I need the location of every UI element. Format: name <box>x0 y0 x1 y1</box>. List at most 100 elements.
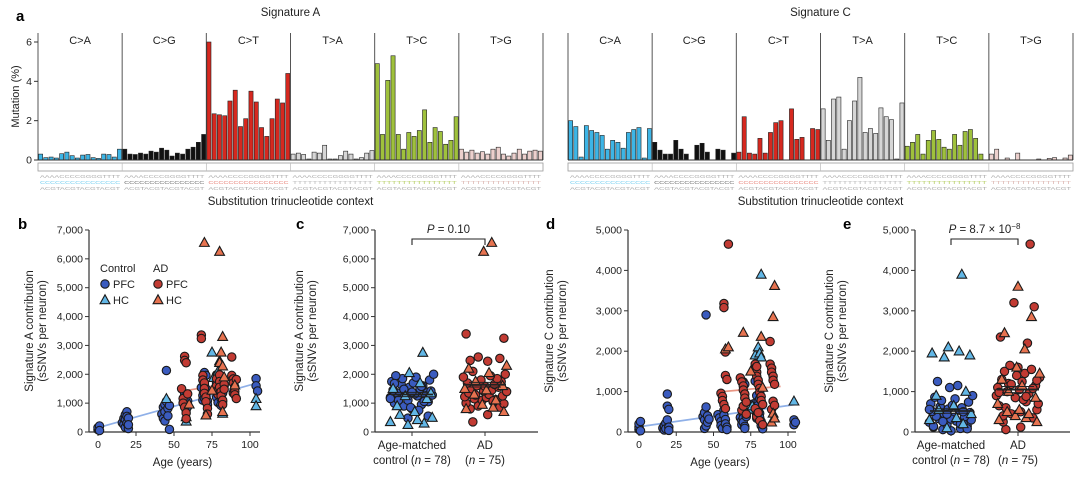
svg-text:TTTTTTTTTTTTTTTT: TTTTTTTTTTTTTTTT <box>991 180 1072 185</box>
svg-text:ACGTACGTACGTACGT: ACGTACGTACGTACGT <box>40 186 121 191</box>
svg-text:75: 75 <box>206 439 218 451</box>
svg-text:2: 2 <box>26 115 32 127</box>
svg-text:0: 0 <box>636 439 642 451</box>
svg-text:Age (years): Age (years) <box>153 457 213 469</box>
svg-text:100: 100 <box>779 439 797 451</box>
svg-text:PFC: PFC <box>166 279 188 291</box>
svg-text:TTTTTTTTTTTTTTTT: TTTTTTTTTTTTTTTT <box>823 180 904 185</box>
svg-text:1,000: 1,000 <box>343 398 369 410</box>
svg-text:75: 75 <box>745 439 757 451</box>
svg-text:CCCCCCCCCCCCCCCC: CCCCCCCCCCCCCCCC <box>124 180 205 185</box>
svg-text:5,000: 5,000 <box>596 225 622 237</box>
svg-text:T>A: T>A <box>852 35 873 47</box>
svg-text:0: 0 <box>26 155 32 167</box>
svg-text:T>A: T>A <box>322 35 343 47</box>
svg-text:0: 0 <box>77 427 83 439</box>
svg-text:4,000: 4,000 <box>57 311 83 323</box>
svg-text:6,000: 6,000 <box>57 253 83 265</box>
panel-letter-d: d <box>546 216 556 233</box>
panel-letter-e: e <box>843 216 852 233</box>
svg-text:AD: AD <box>1010 440 1026 452</box>
panel-letter-c: c <box>296 216 305 233</box>
svg-text:ACGTACGTACGTACGT: ACGTACGTACGTACGT <box>208 186 289 191</box>
svg-text:ACGTACGTACGTACGT: ACGTACGTACGTACGT <box>124 186 205 191</box>
svg-text:4,000: 4,000 <box>343 311 369 323</box>
svg-text:PFC: PFC <box>113 279 135 291</box>
svg-text:ACGTACGTACGTACGT: ACGTACGTACGTACGT <box>654 186 735 191</box>
svg-text:(n = 75): (n = 75) <box>998 455 1038 467</box>
svg-text:3,000: 3,000 <box>883 305 909 317</box>
svg-text:Age-matched: Age-matched <box>378 440 446 452</box>
svg-text:C>A: C>A <box>599 35 621 47</box>
svg-text:control (n = 78): control (n = 78) <box>912 455 990 467</box>
svg-text:4,000: 4,000 <box>596 265 622 277</box>
svg-text:T>G: T>G <box>1020 35 1042 47</box>
svg-text:HC: HC <box>113 295 129 307</box>
svg-text:1,000: 1,000 <box>596 386 622 398</box>
svg-text:7,000: 7,000 <box>57 224 83 236</box>
svg-text:C>T: C>T <box>238 35 259 47</box>
signature-a-bar-chart: Signature A C>A C>G C>T T>A T>C T>G 0 2 4 6 Mutatio… <box>10 7 544 208</box>
svg-text:(sSNVs per neuron): (sSNVs per neuron) <box>307 280 319 382</box>
svg-text:6,000: 6,000 <box>343 253 369 265</box>
svg-text:T>C: T>C <box>936 35 957 47</box>
svg-text:AAAACCCCGGGGTTTT: AAAACCCCGGGGTTTT <box>570 174 651 179</box>
svg-text:50: 50 <box>168 439 180 451</box>
svg-text:(sSNVs per neuron): (sSNVs per neuron) <box>37 280 49 382</box>
svg-text:Substitution trinucleotide con: Substitution trinucleotide context <box>208 196 374 208</box>
svg-text:AAAACCCCGGGGTTTT: AAAACCCCGGGGTTTT <box>654 174 735 179</box>
svg-text:5,000: 5,000 <box>343 282 369 294</box>
svg-text:AD: AD <box>153 263 168 275</box>
svg-text:ACGTACGTACGTACGT: ACGTACGTACGTACGT <box>907 186 988 191</box>
svg-text:T>C: T>C <box>406 35 427 47</box>
svg-text:Age-matched: Age-matched <box>917 440 985 452</box>
svg-text:(n = 75): (n = 75) <box>465 455 505 467</box>
svg-text:AAAACCCCGGGGTTTT: AAAACCCCGGGGTTTT <box>208 174 289 179</box>
svg-text:3,000: 3,000 <box>596 305 622 317</box>
panel-c-swarm-chart: 0 1,000 2,000 3,000 4,000 5,000 6,000 7,000 Sign… <box>294 224 538 467</box>
svg-text:ACGTACGTACGTACGT: ACGTACGTACGTACGT <box>377 186 458 191</box>
svg-text:AAAACCCCGGGGTTTT: AAAACCCCGGGGTTTT <box>738 174 819 179</box>
svg-text:5,000: 5,000 <box>883 225 909 237</box>
svg-text:Signature C: Signature C <box>790 7 851 19</box>
svg-text:6: 6 <box>26 37 32 49</box>
svg-text:ACGTACGTACGTACGT: ACGTACGTACGTACGT <box>293 186 374 191</box>
svg-text:ACGTACGTACGTACGT: ACGTACGTACGTACGT <box>461 186 542 191</box>
svg-text:P = 8.7 × 10−8: P = 8.7 × 10−8 <box>949 222 1021 236</box>
svg-text:50: 50 <box>708 439 720 451</box>
svg-text:AAAACCCCGGGGTTTT: AAAACCCCGGGGTTTT <box>124 174 205 179</box>
svg-text:4,000: 4,000 <box>883 265 909 277</box>
svg-text:1,000: 1,000 <box>57 398 83 410</box>
signature-c-bar-chart: Signature C C>A C>G C>T T>A T>C T>G AAAACCCCGGG… <box>567 7 1074 208</box>
svg-text:0: 0 <box>903 427 909 439</box>
svg-text:ACGTACGTACGTACGT: ACGTACGTACGTACGT <box>738 186 819 191</box>
svg-text:C>G: C>G <box>683 35 706 47</box>
svg-text:Control: Control <box>100 263 135 275</box>
svg-text:(sSNVs per neuron): (sSNVs per neuron) <box>837 280 849 382</box>
svg-text:CCCCCCCCCCCCCCCC: CCCCCCCCCCCCCCCC <box>40 180 121 185</box>
svg-text:2,000: 2,000 <box>57 369 83 381</box>
svg-text:Mutation (%): Mutation (%) <box>10 65 22 127</box>
svg-text:TTTTTTTTTTTTTTTT: TTTTTTTTTTTTTTTT <box>377 180 458 185</box>
svg-text:ACGTACGTACGTACGT: ACGTACGTACGTACGT <box>823 186 904 191</box>
panel-b-scatter-chart: 0 1,000 2,000 3,000 4,000 5,000 6,000 7,000 0 25 5… <box>24 224 263 469</box>
svg-text:Signature A contribution: Signature A contribution <box>24 270 36 391</box>
panel-letter-a: a <box>16 8 25 25</box>
svg-text:Signature A contribution: Signature A contribution <box>294 270 306 391</box>
panel-d-scatter-chart: 0 1,000 2,000 3,000 4,000 5,000 0 25 50 75 100 Sign… <box>544 225 801 469</box>
svg-text:1,000: 1,000 <box>883 386 909 398</box>
svg-text:CCCCCCCCCCCCCCCC: CCCCCCCCCCCCCCCC <box>654 180 735 185</box>
svg-text:100: 100 <box>241 439 259 451</box>
svg-text:AAAACCCCGGGGTTTT: AAAACCCCGGGGTTTT <box>907 174 988 179</box>
svg-text:CCCCCCCCCCCCCCCC: CCCCCCCCCCCCCCCC <box>738 180 819 185</box>
svg-text:ACGTACGTACGTACGT: ACGTACGTACGTACGT <box>991 186 1072 191</box>
svg-text:25: 25 <box>670 439 682 451</box>
svg-text:0: 0 <box>363 427 369 439</box>
panel-letter-b: b <box>18 216 28 233</box>
svg-text:AAAACCCCGGGGTTTT: AAAACCCCGGGGTTTT <box>461 174 542 179</box>
svg-text:TTTTTTTTTTTTTTTT: TTTTTTTTTTTTTTTT <box>907 180 988 185</box>
svg-text:4: 4 <box>26 76 32 88</box>
svg-text:3,000: 3,000 <box>57 340 83 352</box>
svg-text:0: 0 <box>616 427 622 439</box>
svg-text:AD: AD <box>477 440 493 452</box>
